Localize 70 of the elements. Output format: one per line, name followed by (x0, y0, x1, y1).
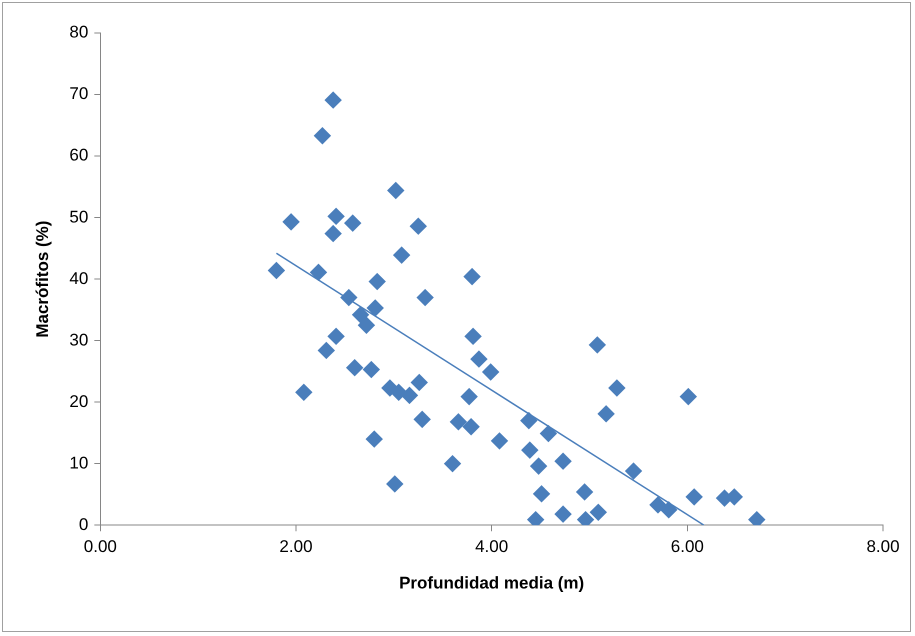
x-tick-label: 2.00 (279, 537, 313, 556)
x-tick-label: 0.00 (84, 537, 117, 556)
point (314, 127, 331, 144)
point (588, 336, 606, 354)
point (464, 268, 481, 286)
point (460, 388, 478, 406)
point (590, 504, 607, 521)
point (649, 496, 666, 514)
y-tick-label: 70 (69, 84, 88, 104)
y-tick-label: 0 (78, 514, 88, 534)
point (366, 300, 384, 317)
x-tick-label: 6.00 (670, 537, 704, 556)
point (368, 273, 386, 290)
point (328, 328, 345, 345)
point (450, 413, 467, 430)
point (366, 430, 383, 448)
point (346, 359, 364, 376)
point (393, 246, 410, 264)
x-axis-title: Profundidad media (m) (399, 573, 584, 592)
point (362, 361, 380, 378)
point (416, 289, 434, 306)
point (295, 384, 312, 401)
point (576, 483, 594, 500)
point (444, 455, 462, 472)
point (310, 264, 327, 281)
point (660, 501, 678, 518)
point (390, 384, 408, 401)
y-tick-label: 60 (69, 146, 88, 165)
point (482, 364, 500, 381)
point (554, 506, 572, 523)
x-tick-label: 4.00 (475, 537, 508, 556)
point (344, 214, 362, 232)
point (598, 405, 615, 422)
y-axis-title: Macrófitos (%) (32, 220, 52, 338)
point (554, 452, 572, 470)
point (490, 432, 508, 450)
point (410, 218, 427, 235)
point (400, 386, 418, 404)
y-tick-label: 30 (69, 330, 88, 350)
y-tick-label: 10 (69, 453, 88, 472)
x-tick-label: 8.00 (866, 537, 900, 556)
point (470, 350, 488, 368)
point (462, 418, 480, 436)
point (318, 342, 335, 359)
point (386, 475, 404, 492)
point (268, 262, 285, 279)
point (464, 328, 482, 345)
y-tick-label: 40 (69, 268, 88, 288)
point (414, 410, 431, 428)
point (282, 213, 300, 230)
point (352, 306, 370, 324)
point (324, 225, 342, 242)
point (686, 488, 703, 506)
point (608, 380, 626, 396)
point (680, 388, 697, 406)
point (521, 442, 538, 459)
point (340, 289, 358, 306)
point (410, 374, 428, 391)
y-tick-label: 20 (69, 392, 88, 411)
point (530, 458, 548, 475)
point (533, 485, 550, 502)
point (324, 92, 342, 109)
point (358, 316, 375, 334)
y-tick-label: 50 (69, 207, 88, 226)
point (625, 462, 642, 480)
point (387, 182, 404, 200)
point (540, 425, 557, 442)
point (520, 412, 538, 430)
y-tick-label: 80 (69, 22, 88, 42)
point (328, 208, 345, 225)
